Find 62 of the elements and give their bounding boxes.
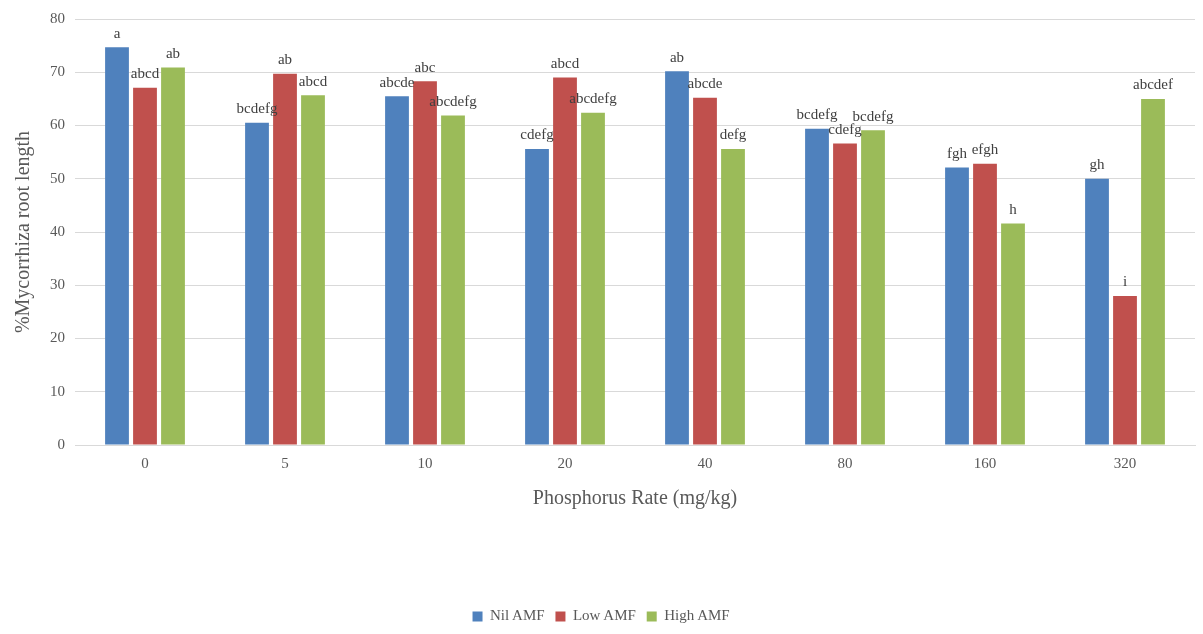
y-tick-label: 10	[50, 382, 65, 399]
data-label: bcdefg	[852, 107, 894, 124]
data-label: abcd	[550, 55, 580, 72]
legend-label: Nil AMF	[490, 607, 545, 624]
data-label: h	[1009, 200, 1018, 217]
legend-label: High AMF	[664, 607, 730, 624]
x-tick-label: 320	[1113, 454, 1137, 471]
y-tick-label: 80	[50, 9, 65, 26]
x-tick-label: 80	[837, 454, 853, 471]
data-label: efgh	[971, 141, 999, 158]
bar	[721, 148, 745, 445]
bar	[1141, 98, 1165, 445]
data-label: abc	[414, 58, 436, 75]
y-tick-label: 70	[50, 63, 65, 80]
y-tick-label: 30	[50, 276, 65, 293]
data-label: abcde	[379, 73, 415, 90]
y-tick-label: 60	[50, 116, 65, 133]
bar	[301, 95, 325, 445]
x-tick-label: 40	[697, 454, 713, 471]
bar	[833, 143, 857, 445]
data-label: abcd	[298, 72, 328, 89]
bar	[105, 47, 129, 445]
bar	[1113, 295, 1137, 445]
y-tick-label: 40	[50, 222, 65, 239]
bar	[1085, 178, 1109, 445]
bar	[245, 122, 269, 445]
data-label: ab	[277, 51, 293, 68]
bar	[665, 71, 689, 445]
data-label: i	[1122, 273, 1128, 290]
x-tick-label: 10	[417, 454, 433, 471]
y-tick-label: 20	[50, 329, 65, 346]
data-label: gh	[1089, 156, 1105, 173]
x-tick-label: 5	[281, 454, 289, 471]
bar	[861, 130, 885, 445]
data-label: cdefg	[828, 121, 863, 138]
y-tick-label: 50	[50, 169, 65, 186]
bar	[945, 167, 969, 445]
bar	[973, 163, 997, 445]
x-tick-label: 20	[557, 454, 573, 471]
y-axis-title: %Mycorrhiza root length	[11, 130, 35, 334]
data-label: a	[113, 24, 121, 41]
bar	[385, 96, 409, 445]
bar	[161, 67, 185, 445]
data-label: fgh	[947, 145, 968, 162]
data-label: ab	[669, 48, 685, 65]
bar	[441, 115, 465, 445]
data-label: ab	[165, 44, 181, 61]
bar	[133, 87, 157, 445]
bar	[525, 148, 549, 445]
bar	[693, 97, 717, 445]
x-axis-title: Phosphorus Rate (mg/kg)	[532, 486, 738, 510]
data-label: abcd	[130, 65, 160, 82]
bar	[1001, 223, 1025, 445]
bar	[581, 112, 605, 445]
data-label: bcdefg	[796, 106, 838, 123]
legend-label: Low AMF	[572, 607, 636, 624]
bar	[805, 128, 829, 445]
data-label: defg	[719, 126, 747, 143]
x-tick-label: 160	[973, 454, 997, 471]
data-label: abcdef	[1133, 76, 1173, 93]
x-tick-label: 0	[141, 454, 149, 471]
y-tick-label: 0	[57, 435, 65, 452]
